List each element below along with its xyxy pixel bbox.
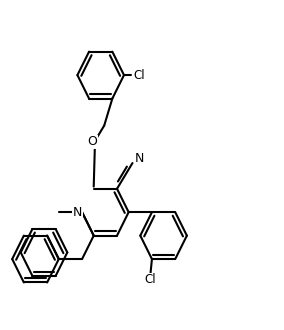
Text: O: O: [88, 135, 97, 148]
Text: N: N: [135, 151, 144, 165]
Text: N: N: [73, 206, 83, 219]
Text: Cl: Cl: [133, 69, 145, 82]
Text: Cl: Cl: [145, 273, 156, 286]
